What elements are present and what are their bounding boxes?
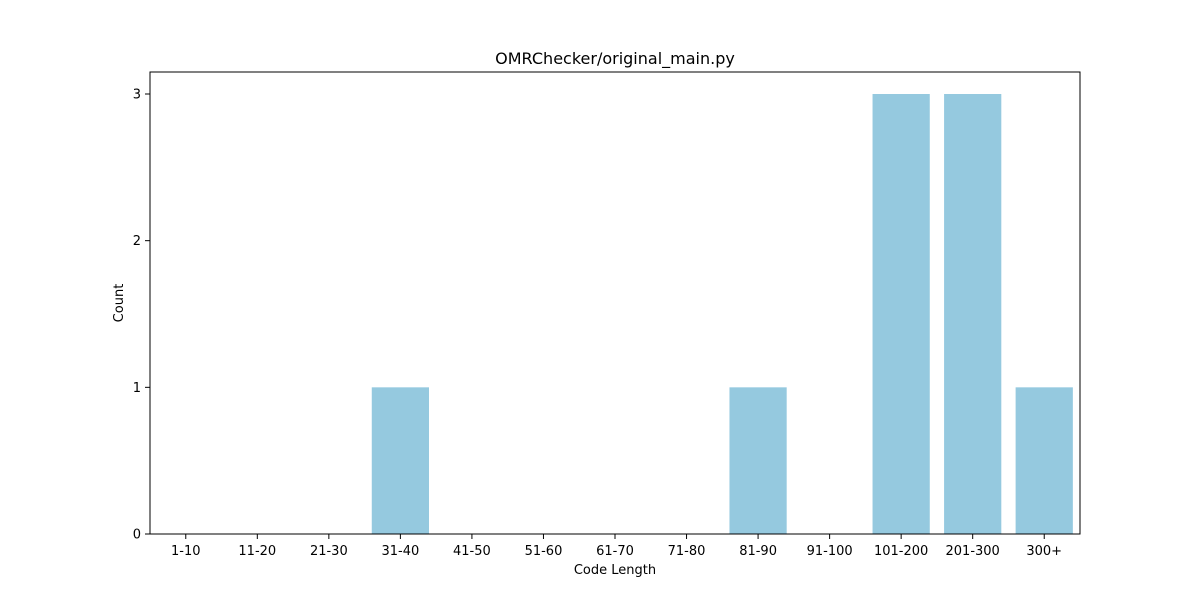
plot-frame bbox=[149, 71, 1081, 535]
x-tick-label: 41-50 bbox=[453, 544, 491, 559]
x-tick-label: 201-300 bbox=[946, 544, 1000, 559]
x-tick-label: 101-200 bbox=[874, 544, 928, 559]
x-axis-title: Code Length bbox=[574, 563, 656, 578]
x-tick-label: 91-100 bbox=[807, 544, 853, 559]
bars-group bbox=[371, 94, 1073, 534]
bar-201-300 bbox=[944, 94, 1002, 534]
bar-300+ bbox=[1015, 387, 1073, 534]
bar-81-90 bbox=[729, 387, 787, 534]
y-tick-label: 1 bbox=[133, 381, 141, 396]
x-tick-label: 11-20 bbox=[238, 544, 276, 559]
y-axis-title: Count bbox=[112, 284, 127, 323]
chart-title: OMRChecker/original_main.py bbox=[495, 49, 735, 69]
y-tick-label: 2 bbox=[133, 234, 141, 249]
bar-31-40 bbox=[371, 387, 429, 534]
x-tick-label: 1-10 bbox=[171, 544, 201, 559]
x-tick-label: 300+ bbox=[1026, 544, 1062, 559]
y-tick-label: 0 bbox=[133, 528, 141, 543]
x-tick-label: 21-30 bbox=[310, 544, 348, 559]
x-tick-label: 51-60 bbox=[525, 544, 563, 559]
y-tick-label: 3 bbox=[133, 88, 141, 103]
x-tick-label: 71-80 bbox=[668, 544, 706, 559]
y-axis-ticks: 0 1 2 3 bbox=[133, 88, 150, 543]
x-tick-label: 31-40 bbox=[381, 544, 419, 559]
x-axis-ticks: 1-10 11-20 21-30 31-40 41-50 51-60 61-70 71-80 8… bbox=[171, 534, 1062, 559]
x-tick-label: 81-90 bbox=[739, 544, 777, 559]
bar-101-200 bbox=[872, 94, 930, 534]
x-tick-label: 61-70 bbox=[596, 544, 634, 559]
